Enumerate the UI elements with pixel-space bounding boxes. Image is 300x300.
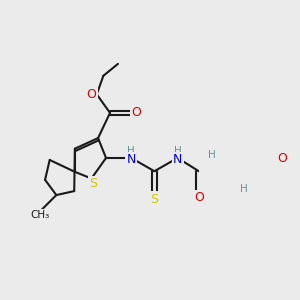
Text: S: S (89, 177, 98, 190)
Text: O: O (277, 152, 287, 165)
Text: O: O (132, 106, 141, 119)
Text: H: H (174, 146, 182, 156)
Text: CH₃: CH₃ (30, 210, 50, 220)
Text: O: O (194, 191, 204, 204)
Text: S: S (150, 193, 158, 206)
Text: H: H (208, 150, 216, 160)
Text: O: O (86, 88, 96, 101)
Text: N: N (127, 153, 136, 166)
Text: H: H (240, 184, 248, 194)
Text: H: H (127, 146, 135, 156)
Text: N: N (173, 153, 182, 166)
